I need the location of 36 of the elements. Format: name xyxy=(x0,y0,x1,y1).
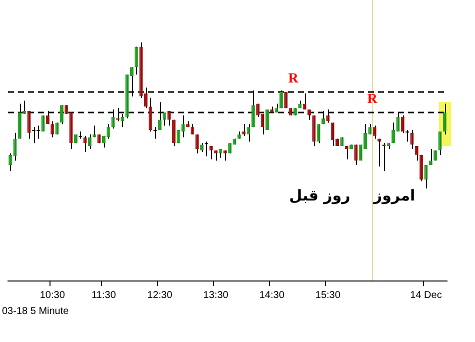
x-tick-label: 12:30 xyxy=(147,290,173,301)
candlestick xyxy=(172,119,176,147)
candlestick xyxy=(41,114,45,132)
x-tick-label: 13:30 xyxy=(203,290,229,301)
ref-line-label: R xyxy=(288,72,300,87)
candlestick xyxy=(438,130,442,156)
x-tick-label: 11:30 xyxy=(92,290,116,301)
candlestick xyxy=(50,120,54,138)
candlestick xyxy=(88,134,92,150)
candlestick xyxy=(83,135,87,152)
candlestick xyxy=(316,124,320,144)
x-tick-label: 14 Dec xyxy=(410,290,442,301)
annotation: امروز xyxy=(372,186,416,205)
candlestick xyxy=(302,92,306,110)
candlestick xyxy=(106,124,110,140)
x-tick-label: 10:30 xyxy=(40,290,66,301)
candlestick xyxy=(378,138,382,167)
candlestick xyxy=(134,46,138,75)
candlestick xyxy=(414,146,418,162)
candlestick xyxy=(424,164,428,189)
candlestick xyxy=(372,125,376,140)
candlestick xyxy=(354,144,358,166)
candlestick xyxy=(364,124,368,150)
candlestick xyxy=(13,132,17,162)
candlestick xyxy=(344,146,348,160)
candlestick xyxy=(410,129,414,150)
candlestick xyxy=(420,154,424,182)
ref-line-label: R xyxy=(367,92,378,108)
text: 03-18 5 Minute xyxy=(2,306,70,317)
annotation: روز قبل xyxy=(289,186,350,205)
candlestick xyxy=(242,124,246,136)
candlestick xyxy=(195,134,199,154)
x-tick-label: 14:30 xyxy=(259,290,285,301)
candlestick xyxy=(428,148,432,166)
candlestick xyxy=(209,146,213,160)
x-tick-label: 15:30 xyxy=(315,290,341,301)
